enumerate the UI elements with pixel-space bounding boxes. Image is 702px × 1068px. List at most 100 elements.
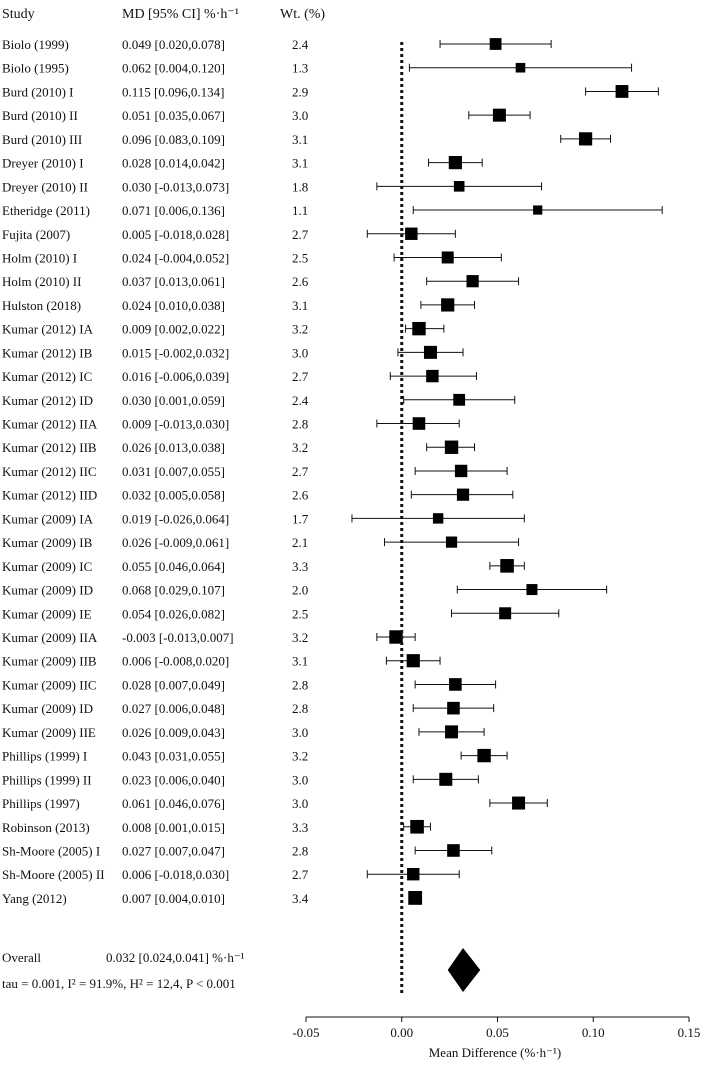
x-tick-label: -0.05 <box>292 1025 319 1040</box>
study-row: Biolo (1999) 0.049 [0.020,0.078] 2.4 <box>2 37 552 52</box>
x-axis-label: Mean Difference (%·h⁻¹) <box>429 1045 562 1060</box>
study-ci-text: 0.024 [-0.004,0.052] <box>122 250 229 265</box>
study-weight: 2.1 <box>292 535 308 550</box>
overall-diamond <box>447 948 481 992</box>
study-weight: 3.2 <box>292 440 308 455</box>
study-label: Kumar (2012) IC <box>2 369 92 384</box>
study-row: Burd (2010) I 0.115 [0.096,0.134] 2.9 <box>2 84 659 99</box>
study-label: Hulston (2018) <box>2 298 81 313</box>
study-row: Etheridge (2011) 0.071 [0.006,0.136] 1.1 <box>2 203 663 218</box>
study-weight: 2.8 <box>292 843 308 858</box>
effect-marker <box>389 630 403 644</box>
study-label: Sh-Moore (2005) I <box>2 843 100 858</box>
header-study: Study <box>2 7 35 22</box>
overall-label: Overall <box>2 950 41 965</box>
effect-marker <box>500 559 514 573</box>
study-label: Biolo (1999) <box>2 37 69 52</box>
study-row: Kumar (2012) IA 0.009 [0.002,0.022] 3.2 <box>2 322 445 337</box>
study-ci-text: 0.027 [0.007,0.047] <box>122 843 225 858</box>
study-weight: 1.1 <box>292 203 308 218</box>
study-row: Kumar (2009) IIE 0.026 [0.009,0.043] 3.0 <box>2 725 485 740</box>
effect-marker <box>407 868 420 881</box>
effect-marker <box>492 108 506 122</box>
study-label: Phillips (1997) <box>2 796 80 811</box>
study-weight: 2.7 <box>292 867 309 882</box>
study-weight: 3.0 <box>292 772 308 787</box>
study-weight: 3.0 <box>292 796 308 811</box>
x-tick-label: 0.05 <box>486 1025 509 1040</box>
study-weight: 2.4 <box>292 37 309 52</box>
study-ci-text: 0.028 [0.014,0.042] <box>122 156 225 171</box>
study-label: Holm (2010) I <box>2 250 77 265</box>
study-label: Kumar (2009) ID <box>2 701 93 716</box>
effect-marker <box>448 156 462 170</box>
study-ci-text: 0.006 [-0.018,0.030] <box>122 867 229 882</box>
effect-marker <box>447 844 460 857</box>
effect-marker <box>515 62 526 73</box>
study-row: Kumar (2012) IB 0.015 [-0.002,0.032] 3.0 <box>2 345 464 360</box>
study-row: Biolo (1995) 0.062 [0.004,0.120] 1.3 <box>2 61 633 76</box>
study-ci-text: 0.031 [0.007,0.055] <box>122 464 225 479</box>
study-weight: 1.8 <box>292 179 308 194</box>
study-weight: 3.2 <box>292 630 308 645</box>
study-label: Dreyer (2010) II <box>2 179 88 194</box>
study-weight: 3.0 <box>292 725 308 740</box>
study-weight: 2.8 <box>292 677 308 692</box>
study-weight: 3.1 <box>292 132 308 147</box>
study-ci-text: 0.007 [0.004,0.010] <box>122 891 225 906</box>
study-ci-text: 0.023 [0.006,0.040] <box>122 772 225 787</box>
study-ci-text: 0.015 [-0.002,0.032] <box>122 345 229 360</box>
study-ci-text: 0.043 [0.031,0.055] <box>122 749 225 764</box>
study-ci-text: 0.006 [-0.008,0.020] <box>122 654 229 669</box>
study-label: Kumar (2012) IA <box>2 322 94 337</box>
heterogeneity-stats: tau = 0.001, I² = 91.9%, H² = 12,4, P < … <box>2 976 236 991</box>
study-label: Kumar (2009) ID <box>2 583 93 598</box>
study-label: Kumar (2012) ID <box>2 393 93 408</box>
study-row: Kumar (2012) IID 0.032 [0.005,0.058] 2.6 <box>2 488 514 503</box>
effect-marker <box>408 891 423 905</box>
study-ci-text: 0.071 [0.006,0.136] <box>122 203 225 218</box>
study-weight: 2.6 <box>292 488 309 503</box>
study-ci-text: 0.008 [0.001,0.015] <box>122 820 225 835</box>
study-label: Yang (2012) <box>2 891 67 906</box>
study-label: Fujita (2007) <box>2 227 70 242</box>
study-row: Hulston (2018) 0.024 [0.010,0.038] 3.1 <box>2 298 476 313</box>
study-ci-text: 0.005 [-0.018,0.028] <box>122 227 229 242</box>
study-weight: 2.0 <box>292 583 308 598</box>
study-row: Holm (2010) I 0.024 [-0.004,0.052] 2.5 <box>2 250 502 265</box>
study-label: Holm (2010) II <box>2 274 81 289</box>
study-ci-text: 0.026 [-0.009,0.061] <box>122 535 229 550</box>
study-ci-text: 0.016 [-0.006,0.039] <box>122 369 229 384</box>
study-row: Kumar (2009) IB 0.026 [-0.009,0.061] 2.1 <box>2 535 520 550</box>
effect-marker <box>477 748 491 763</box>
effect-marker <box>447 701 460 715</box>
study-ci-text: 0.115 [0.096,0.134] <box>122 84 224 99</box>
study-ci-text: 0.009 [0.002,0.022] <box>122 322 225 337</box>
study-label: Kumar (2012) IID <box>2 488 97 503</box>
study-weight: 3.1 <box>292 298 308 313</box>
study-ci-text: 0.030 [0.001,0.059] <box>122 393 225 408</box>
study-row: Phillips (1999) II 0.023 [0.006,0.040] 3.0 <box>2 772 479 787</box>
study-label: Kumar (2009) IE <box>2 606 92 621</box>
study-ci-text: 0.028 [0.007,0.049] <box>122 677 225 692</box>
study-label: Kumar (2009) IB <box>2 535 93 550</box>
study-weight: 2.6 <box>292 274 309 289</box>
study-weight: 2.8 <box>292 417 308 432</box>
effect-marker <box>441 251 454 264</box>
study-row: Kumar (2009) IE 0.054 [0.026,0.082] 2.5 <box>2 606 560 621</box>
study-weight: 2.7 <box>292 369 309 384</box>
study-row: Kumar (2012) IIA 0.009 [-0.013,0.030] 2.8 <box>2 417 460 432</box>
study-label: Kumar (2009) IIB <box>2 654 97 669</box>
study-weight: 3.0 <box>292 345 308 360</box>
study-weight: 1.7 <box>292 511 309 526</box>
study-weight: 2.7 <box>292 227 309 242</box>
study-ci-text: 0.026 [0.009,0.043] <box>122 725 225 740</box>
study-weight: 2.8 <box>292 701 308 716</box>
effect-marker <box>533 205 543 215</box>
effect-marker <box>456 488 470 501</box>
effect-marker <box>406 654 420 668</box>
effect-marker <box>412 417 426 430</box>
study-row: Dreyer (2010) I 0.028 [0.014,0.042] 3.1 <box>2 156 483 171</box>
study-weight: 3.2 <box>292 322 308 337</box>
